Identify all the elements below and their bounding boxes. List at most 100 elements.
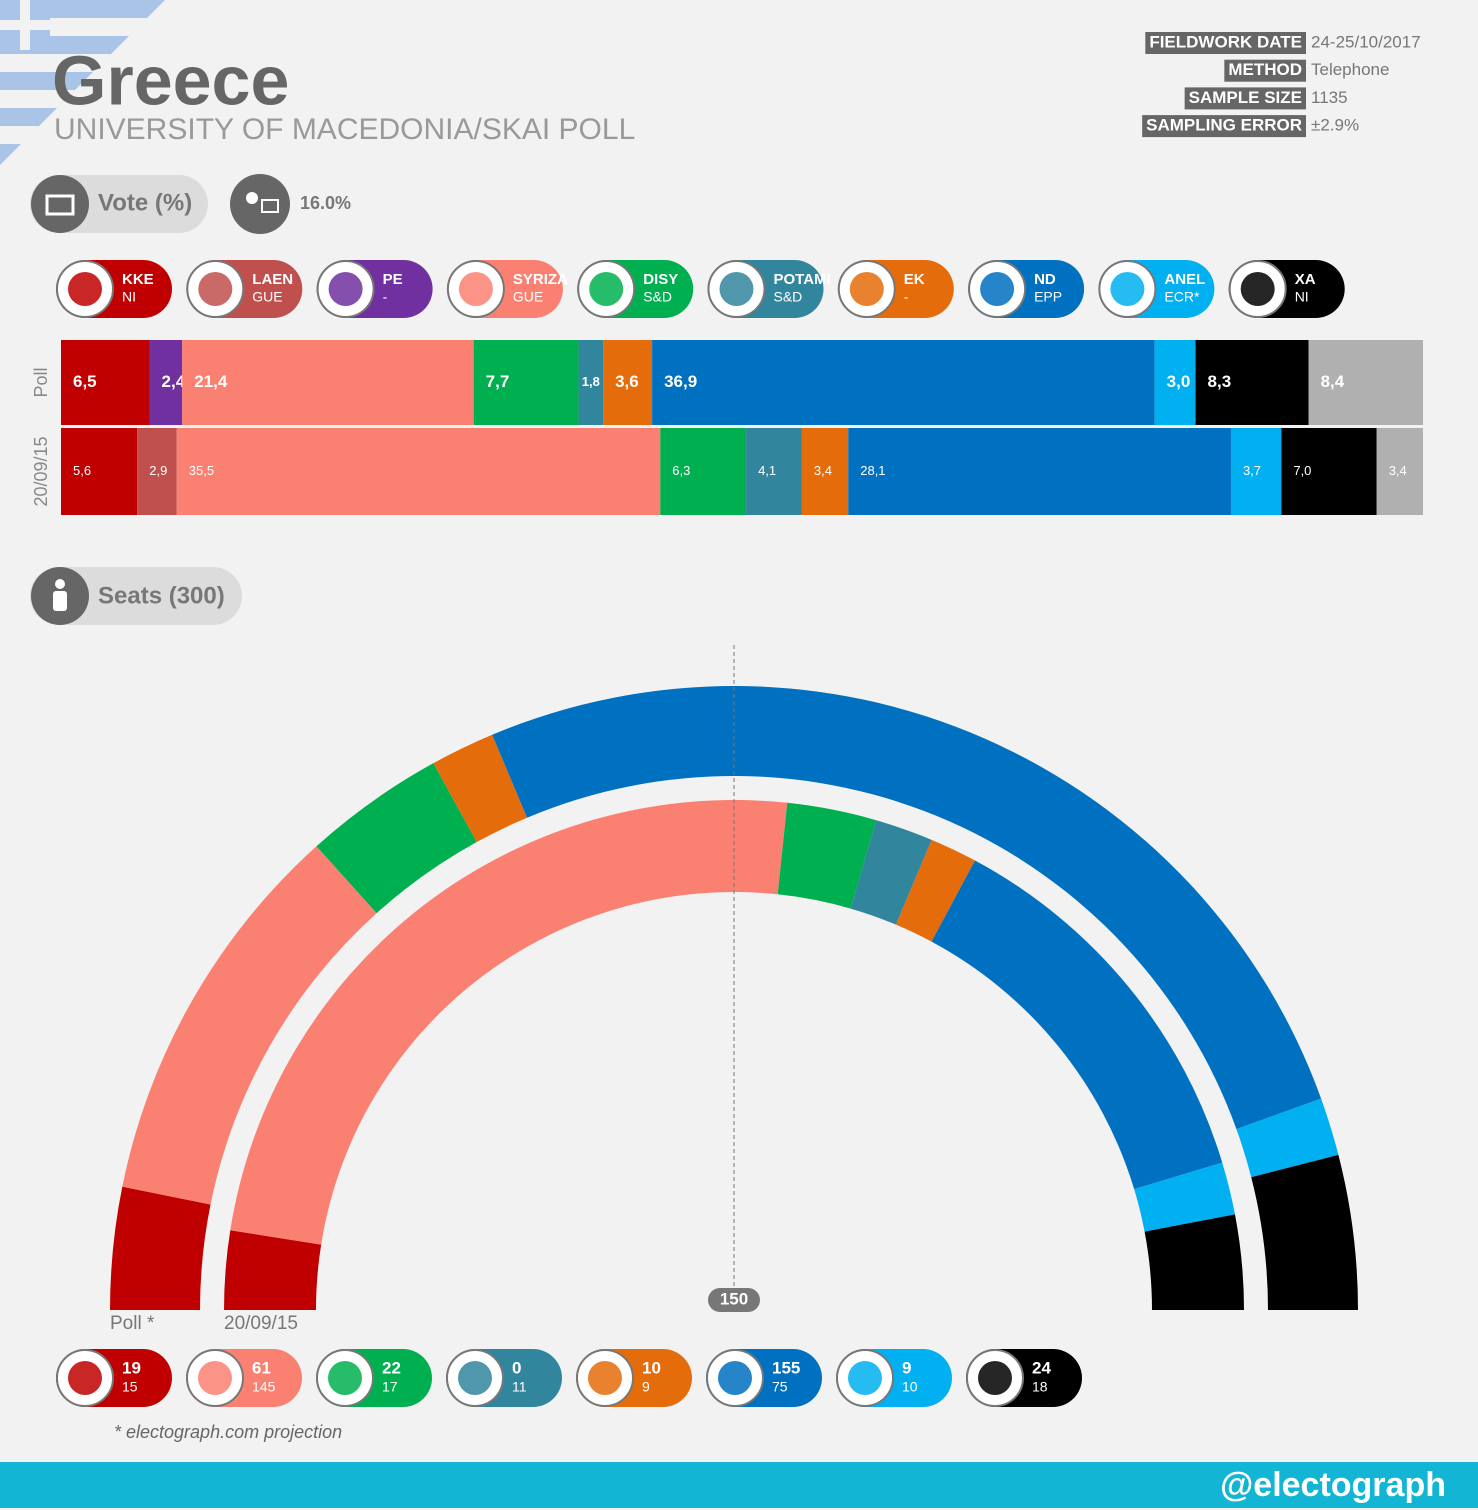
- seat-legend-value: 15: [122, 1379, 138, 1395]
- seat-legend-value: 0: [512, 1358, 521, 1377]
- seat-arc: [316, 763, 477, 914]
- seat-arc: [850, 820, 932, 925]
- bar-segment: [660, 428, 747, 515]
- seats-heading: Seats (300): [98, 582, 225, 609]
- seat-legend-value: 75: [772, 1379, 788, 1395]
- bar-label: 7,7: [486, 372, 510, 391]
- bar-label: 8,4: [1321, 372, 1345, 391]
- vote-icon-shape: [45, 194, 75, 216]
- bar-segment: [137, 428, 177, 515]
- legend-name: PE: [383, 271, 403, 288]
- seat-arc: [230, 799, 788, 1245]
- bar-segment: [61, 428, 138, 515]
- seat-arc: [224, 1230, 322, 1310]
- legend-group: NI: [122, 289, 136, 305]
- footnote: * electograph.com projection: [114, 1422, 342, 1442]
- seat-legend-value: 10: [642, 1358, 661, 1377]
- legend-name: ND: [1034, 271, 1056, 288]
- seat-arc: [1144, 1214, 1244, 1310]
- seat-legend-value: 19: [122, 1358, 141, 1377]
- majority-pill: [708, 1288, 760, 1312]
- info-label-bg: [1145, 32, 1306, 54]
- legend-logo-mark: [328, 272, 363, 306]
- undecided-icon-shape: [246, 192, 258, 204]
- legend-group: S&D: [643, 289, 672, 305]
- seat-arc: [433, 734, 528, 843]
- seat-arc: [931, 860, 1223, 1190]
- seat-legend-logo-mark: [458, 1361, 492, 1395]
- undecided-value: 16.0%: [300, 193, 351, 213]
- bar-segment: [578, 340, 604, 425]
- legend-logo-mark: [980, 272, 1015, 306]
- bar-label: 35,5: [189, 463, 214, 478]
- seat-legend-value: 11: [512, 1379, 527, 1395]
- seat-legend-value: 61: [252, 1358, 271, 1377]
- bar-label: 28,1: [860, 463, 885, 478]
- bar-segment: [149, 340, 183, 425]
- legend-logo-mark: [68, 272, 102, 306]
- bar-label: 3,6: [615, 372, 639, 391]
- ring-label: 20/09/15: [224, 1313, 298, 1334]
- legend-group: NI: [1295, 289, 1309, 305]
- legend-logo-mark: [1240, 272, 1275, 306]
- bar-label: 21,4: [194, 372, 228, 391]
- legend-name: EK: [904, 271, 925, 288]
- bar-label: 3,7: [1243, 463, 1261, 478]
- seat-arc: [122, 846, 377, 1205]
- legend-group: -: [904, 289, 909, 305]
- info-label: METHOD: [1228, 60, 1302, 79]
- majority-label: 150: [720, 1289, 748, 1308]
- seat-arc: [492, 686, 1322, 1130]
- seat-legend-logo-mark: [848, 1361, 882, 1395]
- seat-legend-value: 145: [252, 1379, 276, 1395]
- legend-group: -: [383, 289, 388, 305]
- bar-segment: [1154, 340, 1196, 425]
- legend-group: ECR*: [1164, 289, 1200, 305]
- seat-legend-value: 155: [772, 1358, 800, 1377]
- legend-logo-mark: [1110, 272, 1145, 306]
- legend-logo-mark: [198, 272, 233, 306]
- seat-legend-value: 9: [902, 1358, 911, 1377]
- seat-arc: [1134, 1162, 1235, 1232]
- footer-bar: [0, 1462, 1478, 1508]
- bar-label: 4,1: [758, 463, 776, 478]
- seat-legend-value: 9: [642, 1379, 650, 1395]
- bar-label: 5,6: [73, 463, 91, 478]
- seat-legend-logo-mark: [198, 1361, 232, 1395]
- info-label: FIELDWORK DATE: [1149, 32, 1302, 51]
- seats-icon-shape: [53, 591, 67, 611]
- bar-segment: [801, 428, 849, 515]
- legend-name: LAEN: [252, 271, 293, 288]
- bar-label: 7,0: [1293, 463, 1311, 478]
- seat-legend-value: 24: [1032, 1358, 1051, 1377]
- vote-heading: Vote (%): [98, 189, 192, 216]
- legend-name: KKE: [122, 271, 154, 288]
- legend-logo-mark: [589, 272, 624, 306]
- seat-legend-value: 10: [902, 1379, 918, 1395]
- row-label: Poll: [31, 367, 51, 397]
- bar-label: 6,3: [672, 463, 690, 478]
- bar-label: 8,3: [1208, 372, 1232, 391]
- ring-label: Poll *: [110, 1313, 155, 1334]
- seat-legend-value: 22: [382, 1358, 401, 1377]
- legend-name: SYRIZA: [513, 271, 568, 288]
- seat-arc: [1251, 1154, 1358, 1310]
- undecided-icon-shape: [261, 199, 279, 213]
- seat-arc: [110, 1186, 211, 1310]
- seat-legend-value: 18: [1032, 1379, 1048, 1395]
- seat-legend-value: 17: [382, 1379, 398, 1395]
- info-value: Telephone: [1311, 60, 1389, 79]
- bar-segment: [746, 428, 802, 515]
- seats-icon-shape: [55, 579, 65, 589]
- legend-group: GUE: [252, 289, 282, 305]
- legend-group: EPP: [1034, 289, 1062, 305]
- info-block: FIELDWORK DATE 24-25/10/2017 METHOD Telepho…: [1142, 32, 1421, 138]
- seat-arc: [777, 802, 877, 909]
- info-label-bg: [1224, 59, 1306, 82]
- bar-label: 3,0: [1167, 372, 1191, 391]
- legend-logo-mark: [719, 272, 754, 306]
- row-label: 20/09/15: [31, 436, 51, 506]
- seat-legend-logo-mark: [718, 1361, 752, 1395]
- bar-segment: [1376, 428, 1423, 515]
